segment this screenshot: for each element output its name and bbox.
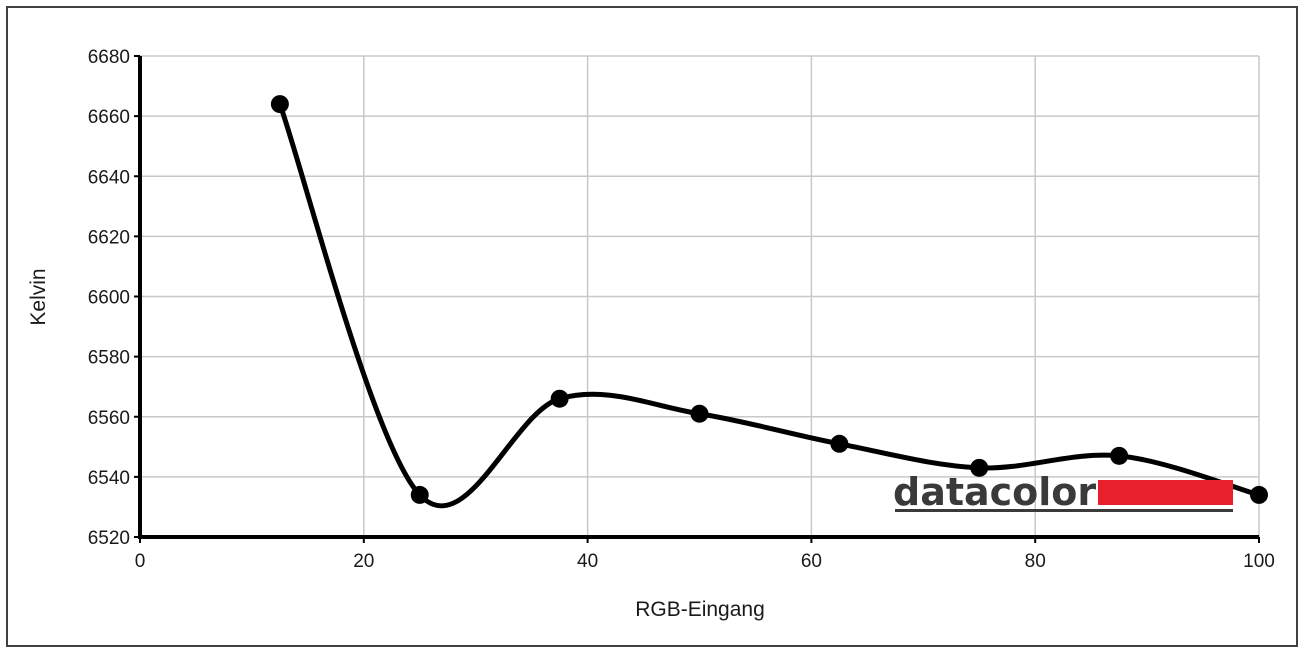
- x-tick-label: 40: [577, 551, 598, 572]
- x-tick-label: 100: [1243, 551, 1275, 572]
- x-tick-label: 20: [353, 551, 374, 572]
- grid: [139, 55, 1260, 538]
- data-point: [1250, 485, 1268, 504]
- logo-red-bar: [1098, 480, 1233, 505]
- y-tick-label: 6520: [88, 528, 130, 549]
- logo-text: datacolor: [893, 470, 1096, 514]
- data-point: [1110, 446, 1129, 465]
- tick-labels: 6520 6540 6560 6580 6600 6620 6640 6660 6680 0 20 4…: [88, 47, 1275, 572]
- series: [270, 95, 1268, 509]
- data-point: [690, 404, 709, 423]
- data-point: [970, 458, 989, 477]
- y-tick-label: 6680: [88, 47, 130, 68]
- y-tick-label: 6620: [88, 227, 130, 248]
- data-point: [550, 389, 569, 408]
- y-tick-label: 6540: [88, 468, 130, 489]
- x-tick-label: 80: [1025, 551, 1046, 572]
- x-tick-label: 0: [135, 551, 146, 572]
- data-point: [410, 485, 429, 504]
- datacolor-logo: datacolor: [893, 470, 1233, 514]
- data-point: [270, 95, 289, 114]
- series-line: [277, 103, 1260, 509]
- axes: [134, 55, 1260, 543]
- y-tick-label: 6660: [88, 107, 130, 128]
- data-point: [830, 434, 849, 453]
- logo-underline: [895, 509, 1233, 512]
- y-tick-label: 6580: [88, 348, 130, 369]
- x-tick-label: 60: [801, 551, 822, 572]
- y-tick-label: 6640: [88, 167, 130, 188]
- y-axis-title: Kelvin: [27, 268, 50, 325]
- chart-frame: [6, 6, 1298, 647]
- x-axis-title: RGB-Eingang: [635, 598, 765, 621]
- y-tick-label: 6560: [88, 408, 130, 429]
- y-tick-label: 6600: [88, 288, 130, 309]
